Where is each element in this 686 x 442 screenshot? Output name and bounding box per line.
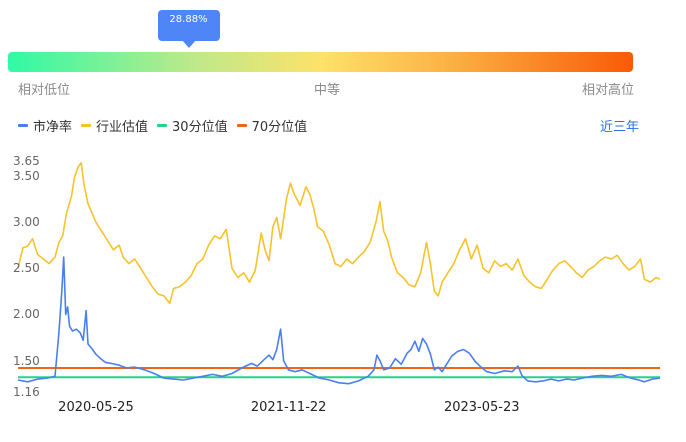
range-selector-3y[interactable]: 近三年 <box>600 120 640 135</box>
legend-item-industry[interactable]: 行业估值 <box>81 116 148 135</box>
percentile-tooltip: 28.88% <box>157 10 220 48</box>
gauge-mid-label: 中等 <box>314 83 341 98</box>
industry-line <box>17 162 661 305</box>
legend-item-p30[interactable]: 30分位值 <box>157 116 228 135</box>
legend-swatch-industry <box>81 123 92 127</box>
legend-swatch-p30 <box>157 123 168 127</box>
y-tick-label: 1.16 <box>13 385 40 399</box>
percentile-tooltip-value: 28.88% <box>169 14 208 25</box>
legend-item-pb[interactable]: 市净率 <box>18 116 72 135</box>
x-tick-label: 2021-11-22 <box>250 400 327 415</box>
legend-item-p70[interactable]: 70分位值 <box>236 116 308 135</box>
y-tick-label: 3.00 <box>13 215 40 230</box>
y-tick-label: 3.65 <box>13 154 40 168</box>
legend-label-p30: 30分位值 <box>172 119 228 135</box>
x-tick-label: 2023-05-23 <box>443 400 520 415</box>
y-tick-label: 2.00 <box>13 307 40 322</box>
legend-swatch-p70 <box>236 123 247 127</box>
gauge-low-label: 相对低位 <box>18 83 71 98</box>
percentile-gauge-bar <box>8 52 633 72</box>
legend-swatch-pb <box>18 123 28 127</box>
x-tick-label: 2020-05-25 <box>58 400 134 415</box>
legend-label-pb: 市净率 <box>33 119 73 135</box>
legend-label-industry: 行业估值 <box>96 119 149 135</box>
chart-legend: 市净率 行业估值 30分位值 70分位值 <box>18 116 316 135</box>
gauge-high-label: 相对高位 <box>582 83 635 98</box>
y-tick-label: 1.50 <box>13 353 40 368</box>
y-tick-label: 2.50 <box>13 261 40 276</box>
legend-label-p70: 70分位值 <box>251 119 308 135</box>
pb-line <box>17 256 661 385</box>
y-tick-label: 3.50 <box>13 168 40 183</box>
